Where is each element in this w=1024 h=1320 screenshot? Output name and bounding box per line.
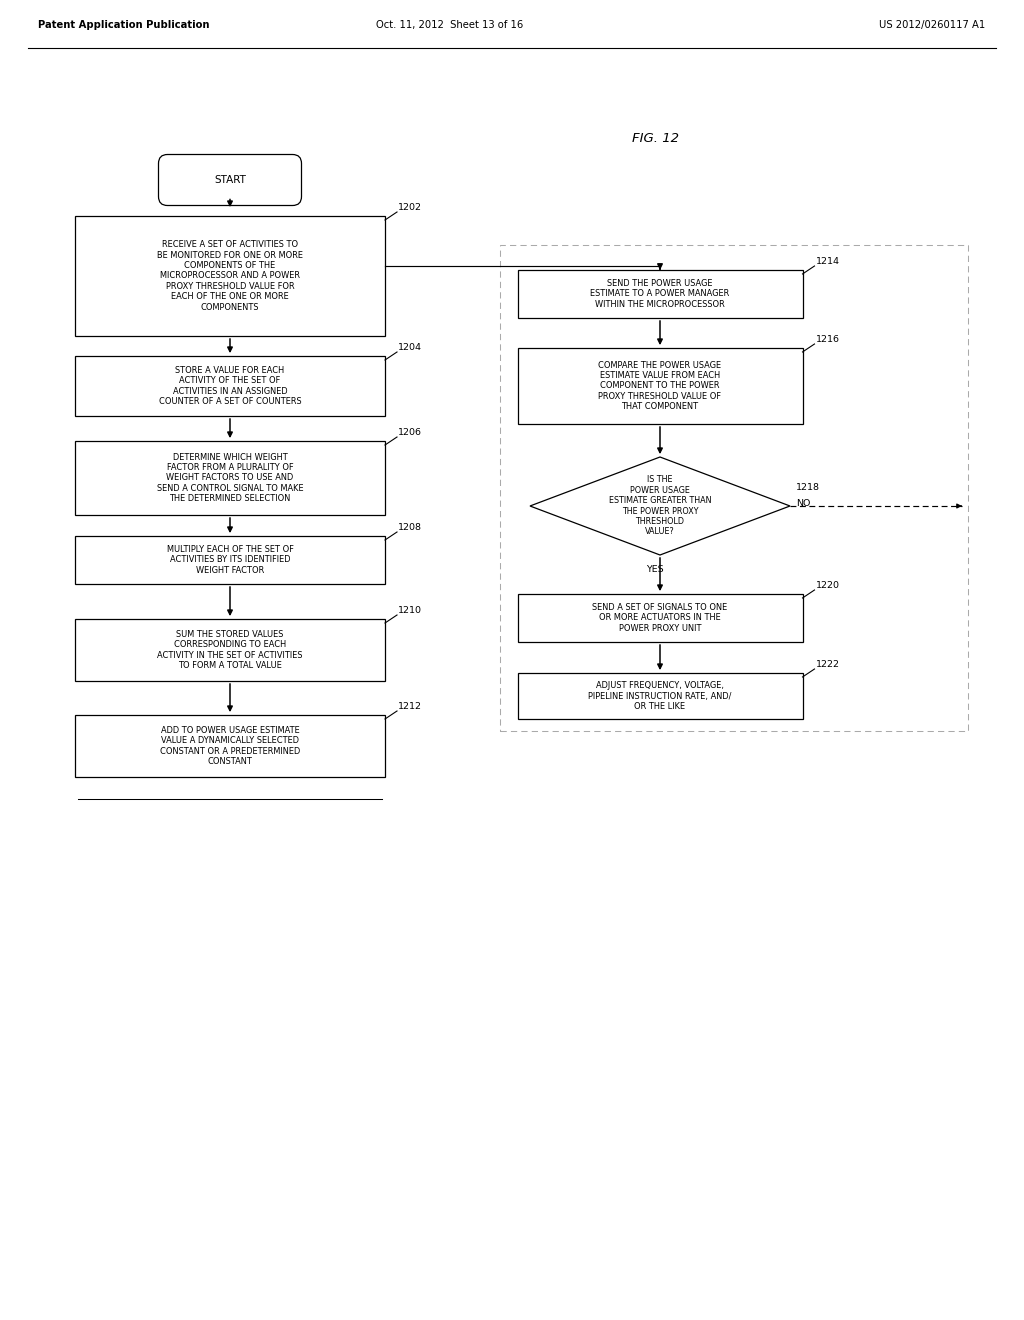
Text: FIG. 12: FIG. 12 <box>632 132 679 144</box>
FancyBboxPatch shape <box>517 348 803 424</box>
Text: 1222: 1222 <box>815 660 840 669</box>
Text: 1214: 1214 <box>815 257 840 267</box>
Text: IS THE
POWER USAGE
ESTIMATE GREATER THAN
THE POWER PROXY
THRESHOLD
VALUE?: IS THE POWER USAGE ESTIMATE GREATER THAN… <box>608 475 712 536</box>
FancyBboxPatch shape <box>517 271 803 318</box>
Text: 1204: 1204 <box>398 343 422 352</box>
Text: SUM THE STORED VALUES
CORRESPONDING TO EACH
ACTIVITY IN THE SET OF ACTIVITIES
TO: SUM THE STORED VALUES CORRESPONDING TO E… <box>158 630 303 671</box>
Text: YES: YES <box>646 565 664 574</box>
Text: 1220: 1220 <box>815 581 840 590</box>
Text: ADJUST FREQUENCY, VOLTAGE,
PIPELINE INSTRUCTION RATE, AND/
OR THE LIKE: ADJUST FREQUENCY, VOLTAGE, PIPELINE INST… <box>589 681 732 711</box>
Text: ADD TO POWER USAGE ESTIMATE
VALUE A DYNAMICALLY SELECTED
CONSTANT OR A PREDETERM: ADD TO POWER USAGE ESTIMATE VALUE A DYNA… <box>160 726 300 766</box>
FancyBboxPatch shape <box>75 619 385 681</box>
FancyBboxPatch shape <box>517 594 803 642</box>
Text: 1202: 1202 <box>398 203 422 213</box>
Text: SEND THE POWER USAGE
ESTIMATE TO A POWER MANAGER
WITHIN THE MICROPROCESSOR: SEND THE POWER USAGE ESTIMATE TO A POWER… <box>591 279 730 309</box>
FancyBboxPatch shape <box>75 356 385 416</box>
Text: Patent Application Publication: Patent Application Publication <box>38 20 210 30</box>
FancyBboxPatch shape <box>75 536 385 583</box>
Text: NO: NO <box>796 499 810 508</box>
Text: DETERMINE WHICH WEIGHT
FACTOR FROM A PLURALITY OF
WEIGHT FACTORS TO USE AND
SEND: DETERMINE WHICH WEIGHT FACTOR FROM A PLU… <box>157 453 303 503</box>
FancyBboxPatch shape <box>159 154 301 206</box>
FancyBboxPatch shape <box>75 441 385 515</box>
Text: US 2012/0260117 A1: US 2012/0260117 A1 <box>879 20 985 30</box>
Text: START: START <box>214 176 246 185</box>
Text: 1218: 1218 <box>796 483 820 492</box>
Text: SEND A SET OF SIGNALS TO ONE
OR MORE ACTUATORS IN THE
POWER PROXY UNIT: SEND A SET OF SIGNALS TO ONE OR MORE ACT… <box>592 603 728 632</box>
Text: RECEIVE A SET OF ACTIVITIES TO
BE MONITORED FOR ONE OR MORE
COMPONENTS OF THE
MI: RECEIVE A SET OF ACTIVITIES TO BE MONITO… <box>157 240 303 312</box>
FancyBboxPatch shape <box>517 673 803 719</box>
Text: 1210: 1210 <box>398 606 422 615</box>
Text: COMPARE THE POWER USAGE
ESTIMATE VALUE FROM EACH
COMPONENT TO THE POWER
PROXY TH: COMPARE THE POWER USAGE ESTIMATE VALUE F… <box>598 360 722 412</box>
Text: STORE A VALUE FOR EACH
ACTIVITY OF THE SET OF
ACTIVITIES IN AN ASSIGNED
COUNTER : STORE A VALUE FOR EACH ACTIVITY OF THE S… <box>159 366 301 407</box>
Text: 1216: 1216 <box>815 335 840 345</box>
Text: Oct. 11, 2012  Sheet 13 of 16: Oct. 11, 2012 Sheet 13 of 16 <box>377 20 523 30</box>
FancyBboxPatch shape <box>75 715 385 777</box>
FancyBboxPatch shape <box>75 216 385 337</box>
Text: 1212: 1212 <box>398 702 422 711</box>
Polygon shape <box>530 457 790 554</box>
Text: MULTIPLY EACH OF THE SET OF
ACTIVITIES BY ITS IDENTIFIED
WEIGHT FACTOR: MULTIPLY EACH OF THE SET OF ACTIVITIES B… <box>167 545 294 576</box>
Text: 1206: 1206 <box>398 428 422 437</box>
Text: 1208: 1208 <box>398 523 422 532</box>
